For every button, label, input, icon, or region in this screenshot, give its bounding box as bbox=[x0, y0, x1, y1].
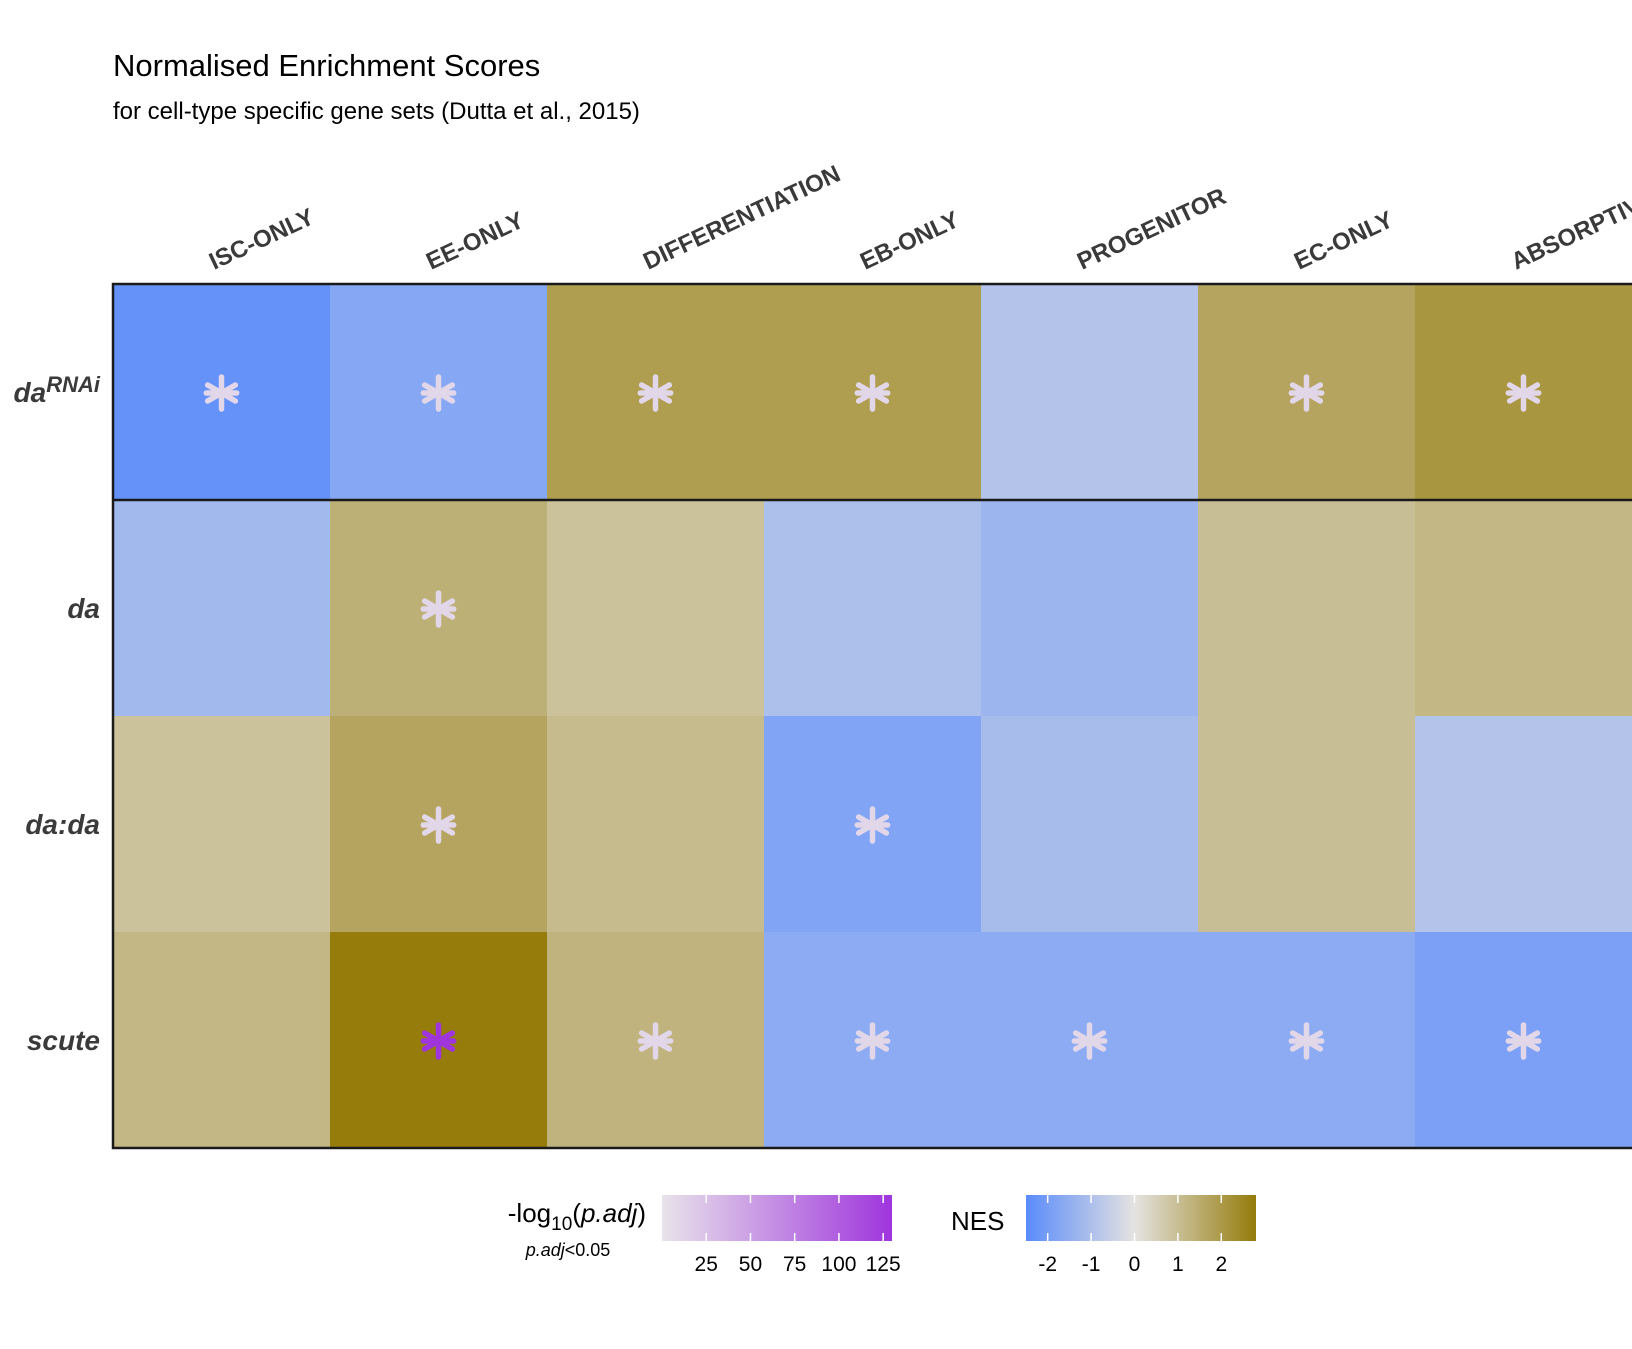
significance-star bbox=[1505, 374, 1542, 412]
significance-star bbox=[420, 1022, 457, 1060]
heatmap-cell bbox=[1415, 716, 1632, 932]
nes-tick-label: 0 bbox=[1129, 1253, 1141, 1276]
p-adj-tick-label: 100 bbox=[821, 1253, 856, 1276]
nes-tick-label: -2 bbox=[1038, 1253, 1057, 1276]
nes-legend-title: NES bbox=[951, 1206, 1004, 1236]
nes-tick-label: 2 bbox=[1215, 1253, 1227, 1276]
p-adj-tick-label: 25 bbox=[695, 1253, 718, 1276]
column-label: EE-ONLY bbox=[422, 207, 528, 276]
significance-star bbox=[1505, 1022, 1542, 1060]
significance-markers bbox=[203, 374, 1542, 1060]
p-adj-legend: -log10(p.adj) p.adj<0.05 25 50 75 100 125 bbox=[508, 1195, 901, 1276]
heatmap-cell bbox=[1198, 716, 1415, 932]
column-label: ISC-ONLY bbox=[205, 203, 318, 275]
nes-legend: NES -2 -1 0 1 2 bbox=[951, 1195, 1256, 1276]
significance-star bbox=[420, 590, 457, 628]
row-label: scute bbox=[27, 1025, 100, 1056]
p-adj-legend-note: p.adj<0.05 bbox=[525, 1240, 611, 1260]
nes-gradient bbox=[1026, 1195, 1256, 1241]
significance-star bbox=[203, 374, 240, 412]
significance-star bbox=[854, 1022, 891, 1060]
nes-tick-labels: -2 -1 0 1 2 bbox=[1038, 1253, 1227, 1276]
significance-star bbox=[637, 1022, 674, 1060]
column-label: DIFFERENTIATION bbox=[639, 160, 845, 275]
row-labels: daRNAi da da:da scute bbox=[14, 372, 101, 1056]
row-label: da:da bbox=[25, 809, 100, 840]
heatmap-cell bbox=[764, 500, 981, 716]
heatmap-cell bbox=[113, 716, 330, 932]
p-adj-gradient bbox=[662, 1195, 892, 1241]
significance-star bbox=[637, 374, 674, 412]
heatmap-cell bbox=[981, 284, 1198, 500]
significance-star bbox=[1288, 374, 1325, 412]
significance-star bbox=[854, 806, 891, 844]
plot-border bbox=[111, 282, 1632, 1150]
heatmap-cell bbox=[1198, 500, 1415, 716]
p-adj-colorbar bbox=[662, 1195, 892, 1241]
heatmap-cell bbox=[113, 932, 330, 1148]
chart-subtitle: for cell-type specific gene sets (Dutta … bbox=[113, 98, 640, 125]
column-label: ABSORPTIVE bbox=[1507, 185, 1632, 275]
nes-tick-label: -1 bbox=[1082, 1253, 1101, 1276]
p-adj-tick-label: 50 bbox=[739, 1253, 762, 1276]
heatmap-cell bbox=[547, 500, 764, 716]
heatmap-cells bbox=[113, 284, 1632, 1148]
heatmap-frame bbox=[111, 282, 1632, 1150]
nes-tick-label: 1 bbox=[1172, 1253, 1184, 1276]
row-label: da bbox=[67, 593, 100, 624]
heatmap-cell bbox=[113, 500, 330, 716]
heatmap-cell bbox=[981, 716, 1198, 932]
row-label: daRNAi bbox=[14, 372, 101, 408]
column-label: EC-ONLY bbox=[1290, 206, 1397, 275]
column-label: EB-ONLY bbox=[856, 206, 963, 275]
nes-colorbar bbox=[1026, 1195, 1256, 1241]
p-adj-tick-label: 125 bbox=[866, 1253, 901, 1276]
column-label: PROGENITOR bbox=[1073, 183, 1230, 275]
chart-title: Normalised Enrichment Scores bbox=[113, 48, 540, 83]
heatmap-cell bbox=[547, 716, 764, 932]
p-adj-tick-label: 75 bbox=[783, 1253, 806, 1276]
significance-star bbox=[1288, 1022, 1325, 1060]
column-labels: ISC-ONLY EE-ONLY DIFFERENTIATION EB-ONLY PRO… bbox=[205, 160, 1632, 275]
significance-star bbox=[854, 374, 891, 412]
significance-star bbox=[420, 374, 457, 412]
significance-star bbox=[1071, 1022, 1108, 1060]
p-adj-tick-labels: 25 50 75 100 125 bbox=[695, 1253, 901, 1276]
significance-star bbox=[420, 806, 457, 844]
p-adj-legend-title: -log10(p.adj) bbox=[508, 1198, 646, 1235]
heatmap-cell bbox=[981, 500, 1198, 716]
heatmap-cell bbox=[1415, 500, 1632, 716]
